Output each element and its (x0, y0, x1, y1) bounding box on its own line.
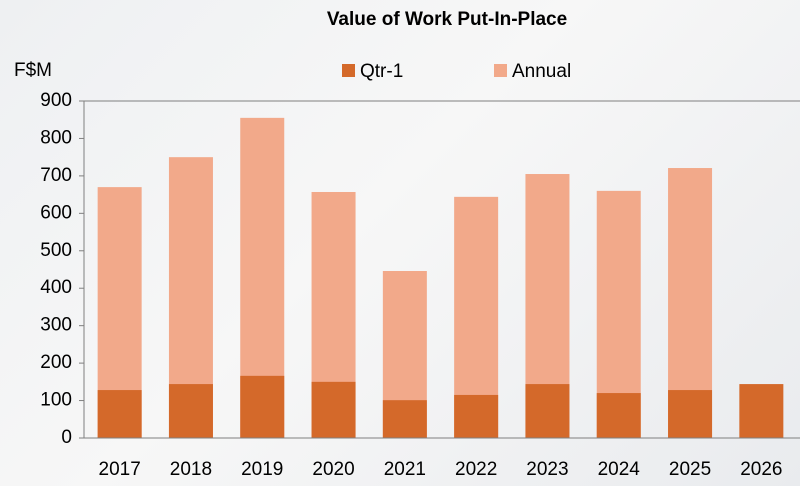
y-tick-label: 0 (61, 427, 72, 448)
y-tick-label: 400 (40, 277, 72, 298)
y-axis-label: F$M (14, 60, 52, 81)
x-tick-label: 2022 (455, 459, 497, 480)
bar (739, 384, 783, 438)
y-tick-label: 600 (40, 202, 72, 223)
x-tick-label: 2019 (241, 459, 283, 480)
legend-label: Qtr-1 (360, 61, 403, 82)
y-tick-label: 800 (40, 127, 72, 148)
x-tick-label: 2026 (740, 459, 782, 480)
chart: Value of Work Put-In-Place F$M 0 100 200 30… (0, 0, 800, 486)
bar (169, 384, 213, 438)
bar (668, 390, 712, 438)
bar (98, 390, 142, 438)
y-tick-label: 900 (40, 90, 72, 111)
x-tick-label: 2025 (669, 459, 711, 480)
x-tick-label: 2018 (170, 459, 212, 480)
y-tick-label: 200 (40, 352, 72, 373)
x-tick-label: 2024 (598, 459, 641, 480)
bar (525, 384, 569, 438)
x-tick-label: 2020 (312, 459, 354, 480)
legend-label: Annual (512, 61, 571, 82)
bar (597, 393, 641, 438)
bar (454, 395, 498, 438)
x-tick-label: 2023 (526, 459, 568, 480)
y-tick-label: 100 (40, 390, 72, 411)
legend-swatch (342, 64, 355, 77)
y-tick-label: 700 (40, 165, 72, 186)
chart-title: Value of Work Put-In-Place (327, 9, 567, 30)
x-tick-label: 2021 (384, 459, 426, 480)
y-tick-label: 300 (40, 315, 72, 336)
legend-swatch (494, 64, 507, 77)
x-tick-label: 2017 (99, 459, 141, 480)
y-tick-label: 500 (40, 240, 72, 261)
bar (383, 400, 427, 438)
bar (240, 376, 284, 438)
bar (312, 382, 356, 438)
